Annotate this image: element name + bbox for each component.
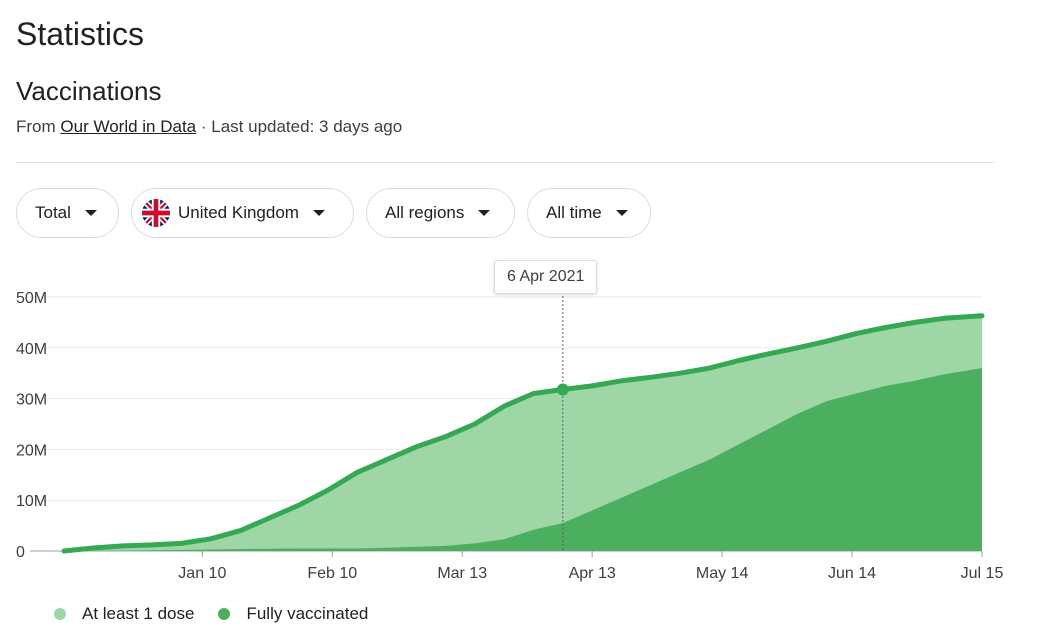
x-tick-label: Apr 13: [569, 565, 616, 582]
region-dropdown[interactable]: All regions: [366, 188, 515, 238]
legend-item-at-least-one: At least 1 dose: [54, 604, 194, 624]
last-updated: · Last updated: 3 days ago: [200, 117, 403, 136]
hover-date-tooltip: 6 Apr 2021: [494, 260, 598, 294]
time-label: All time: [546, 203, 602, 222]
time-dropdown[interactable]: All time: [527, 188, 651, 238]
legend-dot-icon: [54, 608, 66, 620]
y-tick-label: 40M: [16, 341, 47, 358]
legend-item-fully: Fully vaccinated: [218, 604, 368, 624]
vaccination-chart[interactable]: 0 10M 20M 30M 40M 50M Jan 10 Feb 10 Mar 13 Apr 13…: [0, 250, 1044, 590]
section-title: Vaccinations: [16, 76, 162, 106]
y-tick-label: 20M: [16, 442, 47, 459]
x-tick-label: Feb 10: [307, 565, 357, 582]
region-label: All regions: [385, 203, 465, 222]
line-at-least-one-dose: [61, 313, 985, 554]
metric-label: Total: [35, 203, 71, 222]
x-tick-label: Jan 10: [178, 565, 226, 582]
hover-point: [556, 383, 569, 396]
y-tick-label: 0: [16, 544, 25, 561]
legend-dot-icon: [218, 608, 231, 620]
y-tick-label: 50M: [16, 290, 47, 307]
y-tick-label: 10M: [16, 493, 47, 510]
chart-legend: At least 1 dose Fully vaccinated: [54, 604, 392, 624]
y-tick-label: 30M: [16, 392, 47, 409]
page-title: Statistics: [16, 16, 145, 52]
caret-down-icon: [615, 210, 628, 216]
x-tick-label: Jul 15: [961, 565, 1004, 582]
country-dropdown[interactable]: United Kingdom: [131, 188, 354, 238]
x-tick-label: Mar 13: [437, 565, 487, 582]
source-prefix: From: [16, 117, 56, 136]
metric-dropdown[interactable]: Total: [16, 188, 119, 238]
caret-down-icon: [84, 210, 97, 216]
source-line: From Our World in Data · Last updated: 3…: [16, 116, 402, 138]
legend-label: At least 1 dose: [82, 604, 195, 623]
legend-label: Fully vaccinated: [246, 604, 369, 623]
area-fully-vaccinated: [64, 368, 982, 551]
country-label: United Kingdom: [178, 203, 299, 222]
uk-flag-icon: [142, 199, 170, 227]
x-tick-label: Jun 14: [828, 565, 876, 582]
divider: [16, 162, 994, 163]
x-tick-label: May 14: [696, 565, 749, 582]
caret-down-icon: [478, 210, 491, 216]
caret-down-icon: [312, 210, 325, 216]
source-link[interactable]: Our World in Data: [60, 117, 197, 136]
